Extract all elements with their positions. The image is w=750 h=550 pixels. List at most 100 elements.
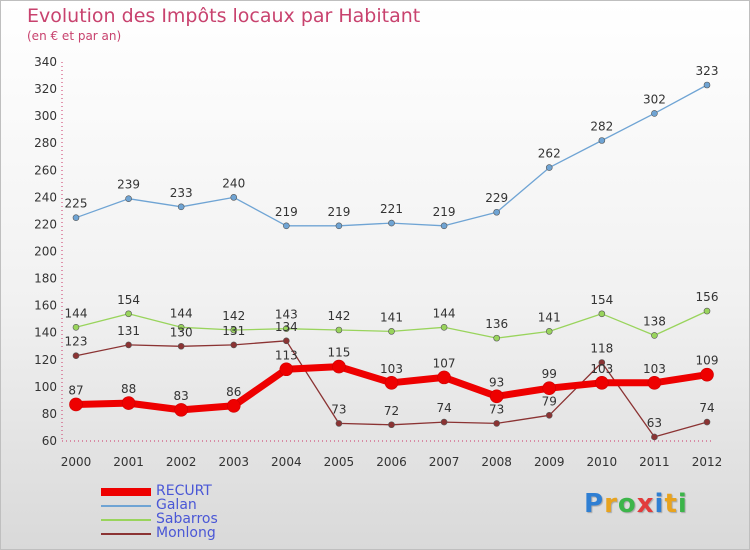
legend-swatch	[101, 533, 151, 535]
data-point	[283, 337, 290, 345]
data-label: 221	[380, 202, 403, 216]
legend-label: Sabarros	[156, 511, 218, 527]
data-label: 262	[538, 147, 561, 161]
x-tick-label: 2009	[534, 455, 565, 469]
y-tick-label: 260	[34, 163, 57, 177]
data-label: 239	[117, 178, 140, 192]
data-label: 109	[696, 354, 719, 368]
legend-label: Monlong	[156, 525, 216, 541]
y-tick-label: 180	[34, 272, 57, 286]
data-label: 154	[590, 293, 613, 307]
y-tick-label: 280	[34, 136, 57, 150]
data-label: 225	[65, 197, 88, 211]
logo-letter: i	[654, 489, 665, 519]
data-label: 74	[436, 401, 451, 415]
y-tick-label: 80	[42, 407, 57, 421]
data-label: 156	[696, 290, 719, 304]
data-label: 142	[222, 309, 245, 323]
y-tick-label: 140	[34, 326, 57, 340]
data-point	[125, 195, 132, 203]
y-tick-label: 300	[34, 109, 57, 123]
data-label: 86	[226, 385, 241, 399]
data-point	[703, 418, 711, 426]
data-label: 143	[275, 308, 298, 322]
data-label: 103	[590, 362, 613, 376]
data-point	[279, 362, 294, 377]
logo-letter: r	[604, 489, 618, 519]
data-label: 73	[331, 402, 346, 416]
legend-label: RECURT	[156, 483, 212, 499]
data-label: 103	[380, 362, 403, 376]
data-label: 282	[590, 120, 613, 134]
logo-letter: P	[584, 489, 605, 519]
data-point	[700, 367, 714, 382]
legend-swatch	[101, 505, 151, 507]
data-label: 123	[65, 335, 88, 349]
data-label: 233	[170, 186, 193, 200]
data-point	[598, 310, 606, 318]
data-label: 229	[485, 191, 508, 205]
data-label: 131	[117, 324, 140, 338]
data-point	[493, 334, 500, 342]
data-point	[283, 325, 290, 332]
data-label: 115	[327, 346, 350, 360]
data-point	[703, 307, 711, 315]
x-tick-label: 2002	[166, 455, 197, 469]
data-label: 219	[433, 205, 456, 219]
data-point	[335, 222, 343, 230]
x-tick-label: 2012	[692, 455, 723, 469]
y-tick-label: 120	[34, 353, 57, 367]
data-label: 141	[380, 310, 403, 324]
x-tick-label: 2001	[113, 455, 144, 469]
data-label: 74	[699, 401, 714, 415]
data-label: 87	[68, 383, 83, 397]
data-label: 144	[170, 306, 193, 320]
data-label: 142	[327, 309, 350, 323]
data-point	[384, 375, 399, 390]
x-tick-label: 2007	[429, 455, 460, 469]
chart-title: Evolution des Impôts locaux par Habitant	[27, 5, 421, 27]
data-point	[545, 328, 553, 335]
data-label: 130	[170, 325, 193, 339]
legend-swatch	[101, 519, 151, 521]
data-label: 302	[643, 92, 666, 106]
data-label: 134	[275, 320, 298, 334]
data-point	[335, 326, 343, 334]
data-point	[388, 328, 395, 335]
legend-label: Galan	[156, 497, 197, 513]
data-point	[545, 411, 553, 419]
data-point	[283, 222, 290, 230]
data-point	[125, 310, 132, 318]
data-point	[177, 203, 185, 211]
data-point	[332, 359, 346, 374]
data-label: 88	[121, 382, 136, 396]
data-point	[72, 323, 80, 331]
data-label: 144	[433, 306, 456, 320]
x-tick-label: 2010	[587, 455, 618, 469]
data-point	[440, 323, 448, 331]
data-point	[230, 194, 238, 201]
data-label: 107	[433, 356, 456, 370]
y-tick-label: 60	[42, 434, 57, 448]
data-point	[177, 342, 185, 350]
data-point	[388, 219, 395, 227]
data-point	[335, 420, 343, 427]
data-label: 323	[696, 64, 719, 78]
axes: 60 80 100 120 140 160 180 200 220 240 260 280 300 320…	[34, 55, 722, 469]
data-point	[174, 403, 188, 417]
x-tick-label: 2006	[376, 455, 407, 469]
data-label: 138	[643, 314, 666, 328]
y-tick-label: 220	[34, 217, 57, 231]
data-point	[388, 421, 395, 429]
data-point	[651, 433, 658, 441]
data-point	[125, 341, 132, 349]
chart-subtitle: (en € et par an)	[27, 29, 122, 43]
series-points	[69, 81, 714, 441]
data-point	[651, 110, 658, 117]
legend-swatch	[101, 488, 151, 496]
y-tick-label: 340	[34, 55, 57, 69]
data-point	[493, 420, 500, 427]
x-tick-label: 2000	[61, 455, 92, 469]
